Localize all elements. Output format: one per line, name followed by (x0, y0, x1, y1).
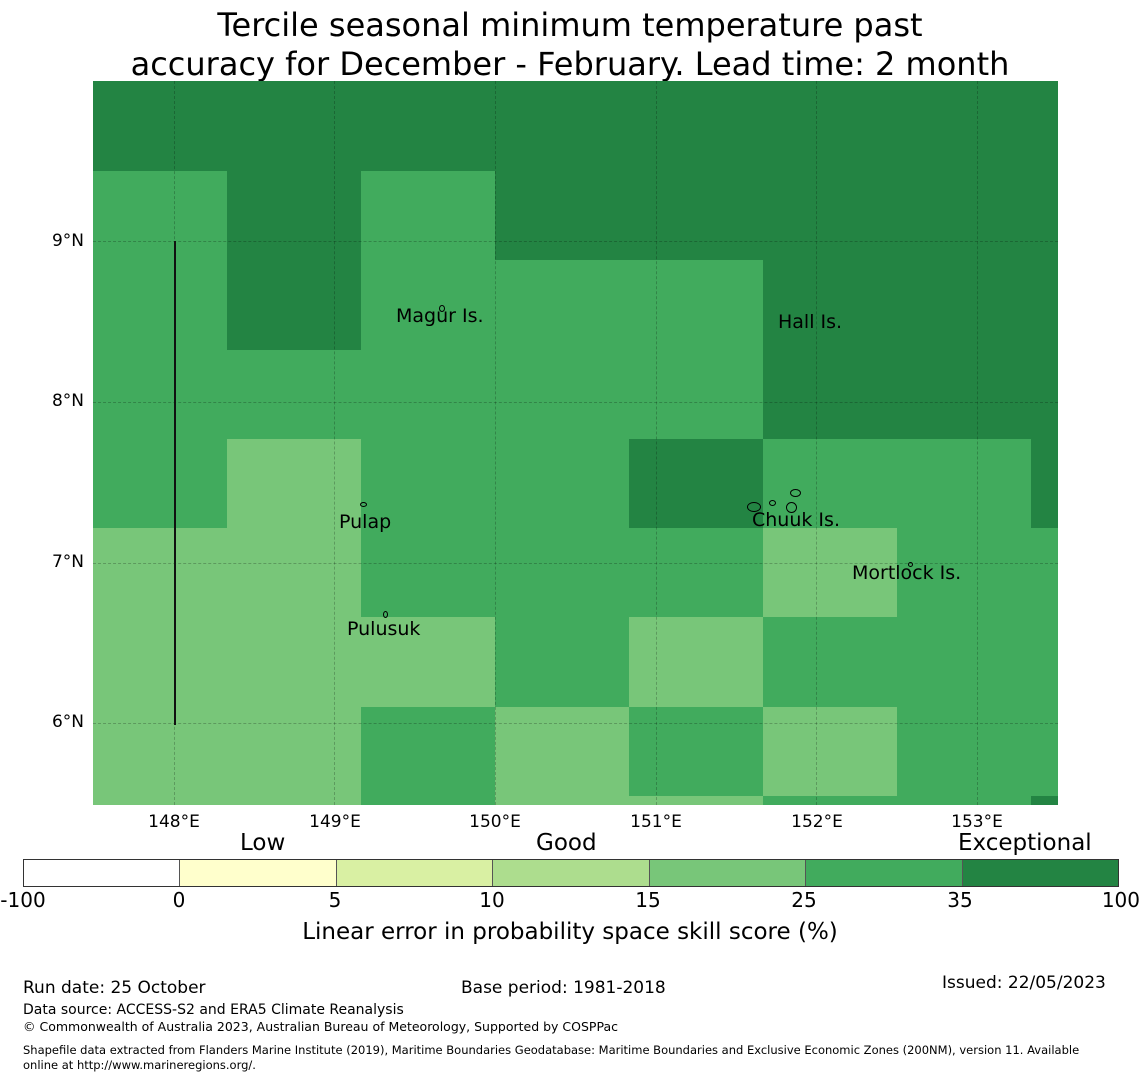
run-date: Run date: 25 October (23, 978, 206, 998)
lon-label-149e: 149°E (309, 812, 361, 832)
lat-label-9n: 9°N (51, 231, 84, 251)
lon-label-152e: 152°E (791, 812, 843, 832)
map-cell-good (629, 617, 763, 707)
map-cell-exceptional (227, 171, 361, 350)
legend-tick: 25 (791, 888, 817, 912)
legend-colorbar (23, 859, 1119, 887)
legend-swatch (493, 860, 650, 886)
lat-label-7n: 7°N (51, 552, 84, 572)
base-period: Base period: 1981-2018 (461, 978, 666, 998)
legend-swatch (806, 860, 963, 886)
lon-label-148e: 148°E (148, 812, 200, 832)
copyright-notice: © Commonwealth of Australia 2023, Austra… (23, 1019, 618, 1034)
legend-category-good: Good (536, 830, 597, 856)
lon-label-150e: 150°E (469, 812, 521, 832)
shapefile-credit-line-1: Shapefile data extracted from Flanders M… (23, 1043, 1080, 1057)
map-cell-good (227, 439, 361, 528)
lat-label-8n: 8°N (51, 391, 84, 411)
lon-label-151e: 151°E (630, 812, 682, 832)
legend-category-low: Low (240, 830, 286, 856)
data-source: Data source: ACCESS-S2 and ERA5 Climate … (23, 1002, 404, 1018)
legend-tick: -100 (0, 888, 46, 912)
legend-axis-label: Linear error in probability space skill … (302, 919, 838, 945)
legend-swatch (962, 860, 1118, 886)
maritime-boundary-line (174, 241, 176, 725)
chart-title-line-2: accuracy for December - February. Lead t… (130, 45, 1010, 83)
chuuk-island-outline (769, 500, 776, 506)
chuuk-island-outline (790, 489, 801, 497)
lat-label-6n: 6°N (51, 712, 84, 732)
chuuk-island-outline (747, 502, 761, 512)
map-cell-good (763, 528, 897, 617)
chuuk-island-outline (786, 502, 797, 513)
place-label-mortlock: Mortlock Is. (852, 562, 962, 584)
map-cell-good (93, 528, 361, 805)
map-cell-exceptional (495, 171, 1058, 260)
legend-swatch (649, 860, 807, 886)
map-cell-exceptional (1031, 439, 1058, 528)
legend-category-exceptional: Exceptional (958, 830, 1092, 856)
map-cell-good (763, 707, 897, 796)
legend-tick: 10 (479, 888, 505, 912)
legend-tick: 15 (635, 888, 661, 912)
shapefile-credit-line-2: online at http://www.marineregions.org/. (23, 1058, 256, 1072)
skill-score-map: Magur Is. Hall Is. Pulap Chuuk Is. Mortl… (93, 81, 1058, 805)
legend-swatch (336, 860, 494, 886)
map-cell-good (361, 617, 495, 707)
place-label-hall: Hall Is. (778, 311, 843, 333)
map-cell-exceptional (629, 439, 763, 528)
pulap-island-outline (360, 502, 367, 507)
map-cell-exceptional (93, 81, 1058, 171)
magur-island-outline (439, 305, 445, 312)
place-label-pulap: Pulap (339, 511, 392, 533)
place-label-chuuk: Chuuk Is. (752, 509, 840, 531)
map-cell-exceptional (1031, 796, 1058, 805)
map-cell-exceptional (763, 260, 1058, 439)
legend-tick: 35 (947, 888, 973, 912)
place-label-pulusuk: Pulusuk (347, 618, 421, 640)
legend-tick: 0 (172, 888, 186, 912)
issued-date: Issued: 22/05/2023 (942, 973, 1106, 993)
legend-tick: 5 (328, 888, 342, 912)
legend-swatch (180, 860, 337, 886)
legend-tick: 100 (1101, 888, 1140, 912)
place-label-magur: Magur Is. (396, 305, 484, 327)
chart-title-line-1: Tercile seasonal minimum temperature pas… (217, 6, 923, 44)
map-cell-good (495, 707, 629, 805)
pulusuk-island-outline (383, 611, 388, 618)
mortlock-island-outline (908, 562, 913, 567)
map-cell-good (629, 796, 763, 805)
legend-swatch (24, 860, 181, 886)
lon-label-153e: 153°E (951, 812, 1003, 832)
